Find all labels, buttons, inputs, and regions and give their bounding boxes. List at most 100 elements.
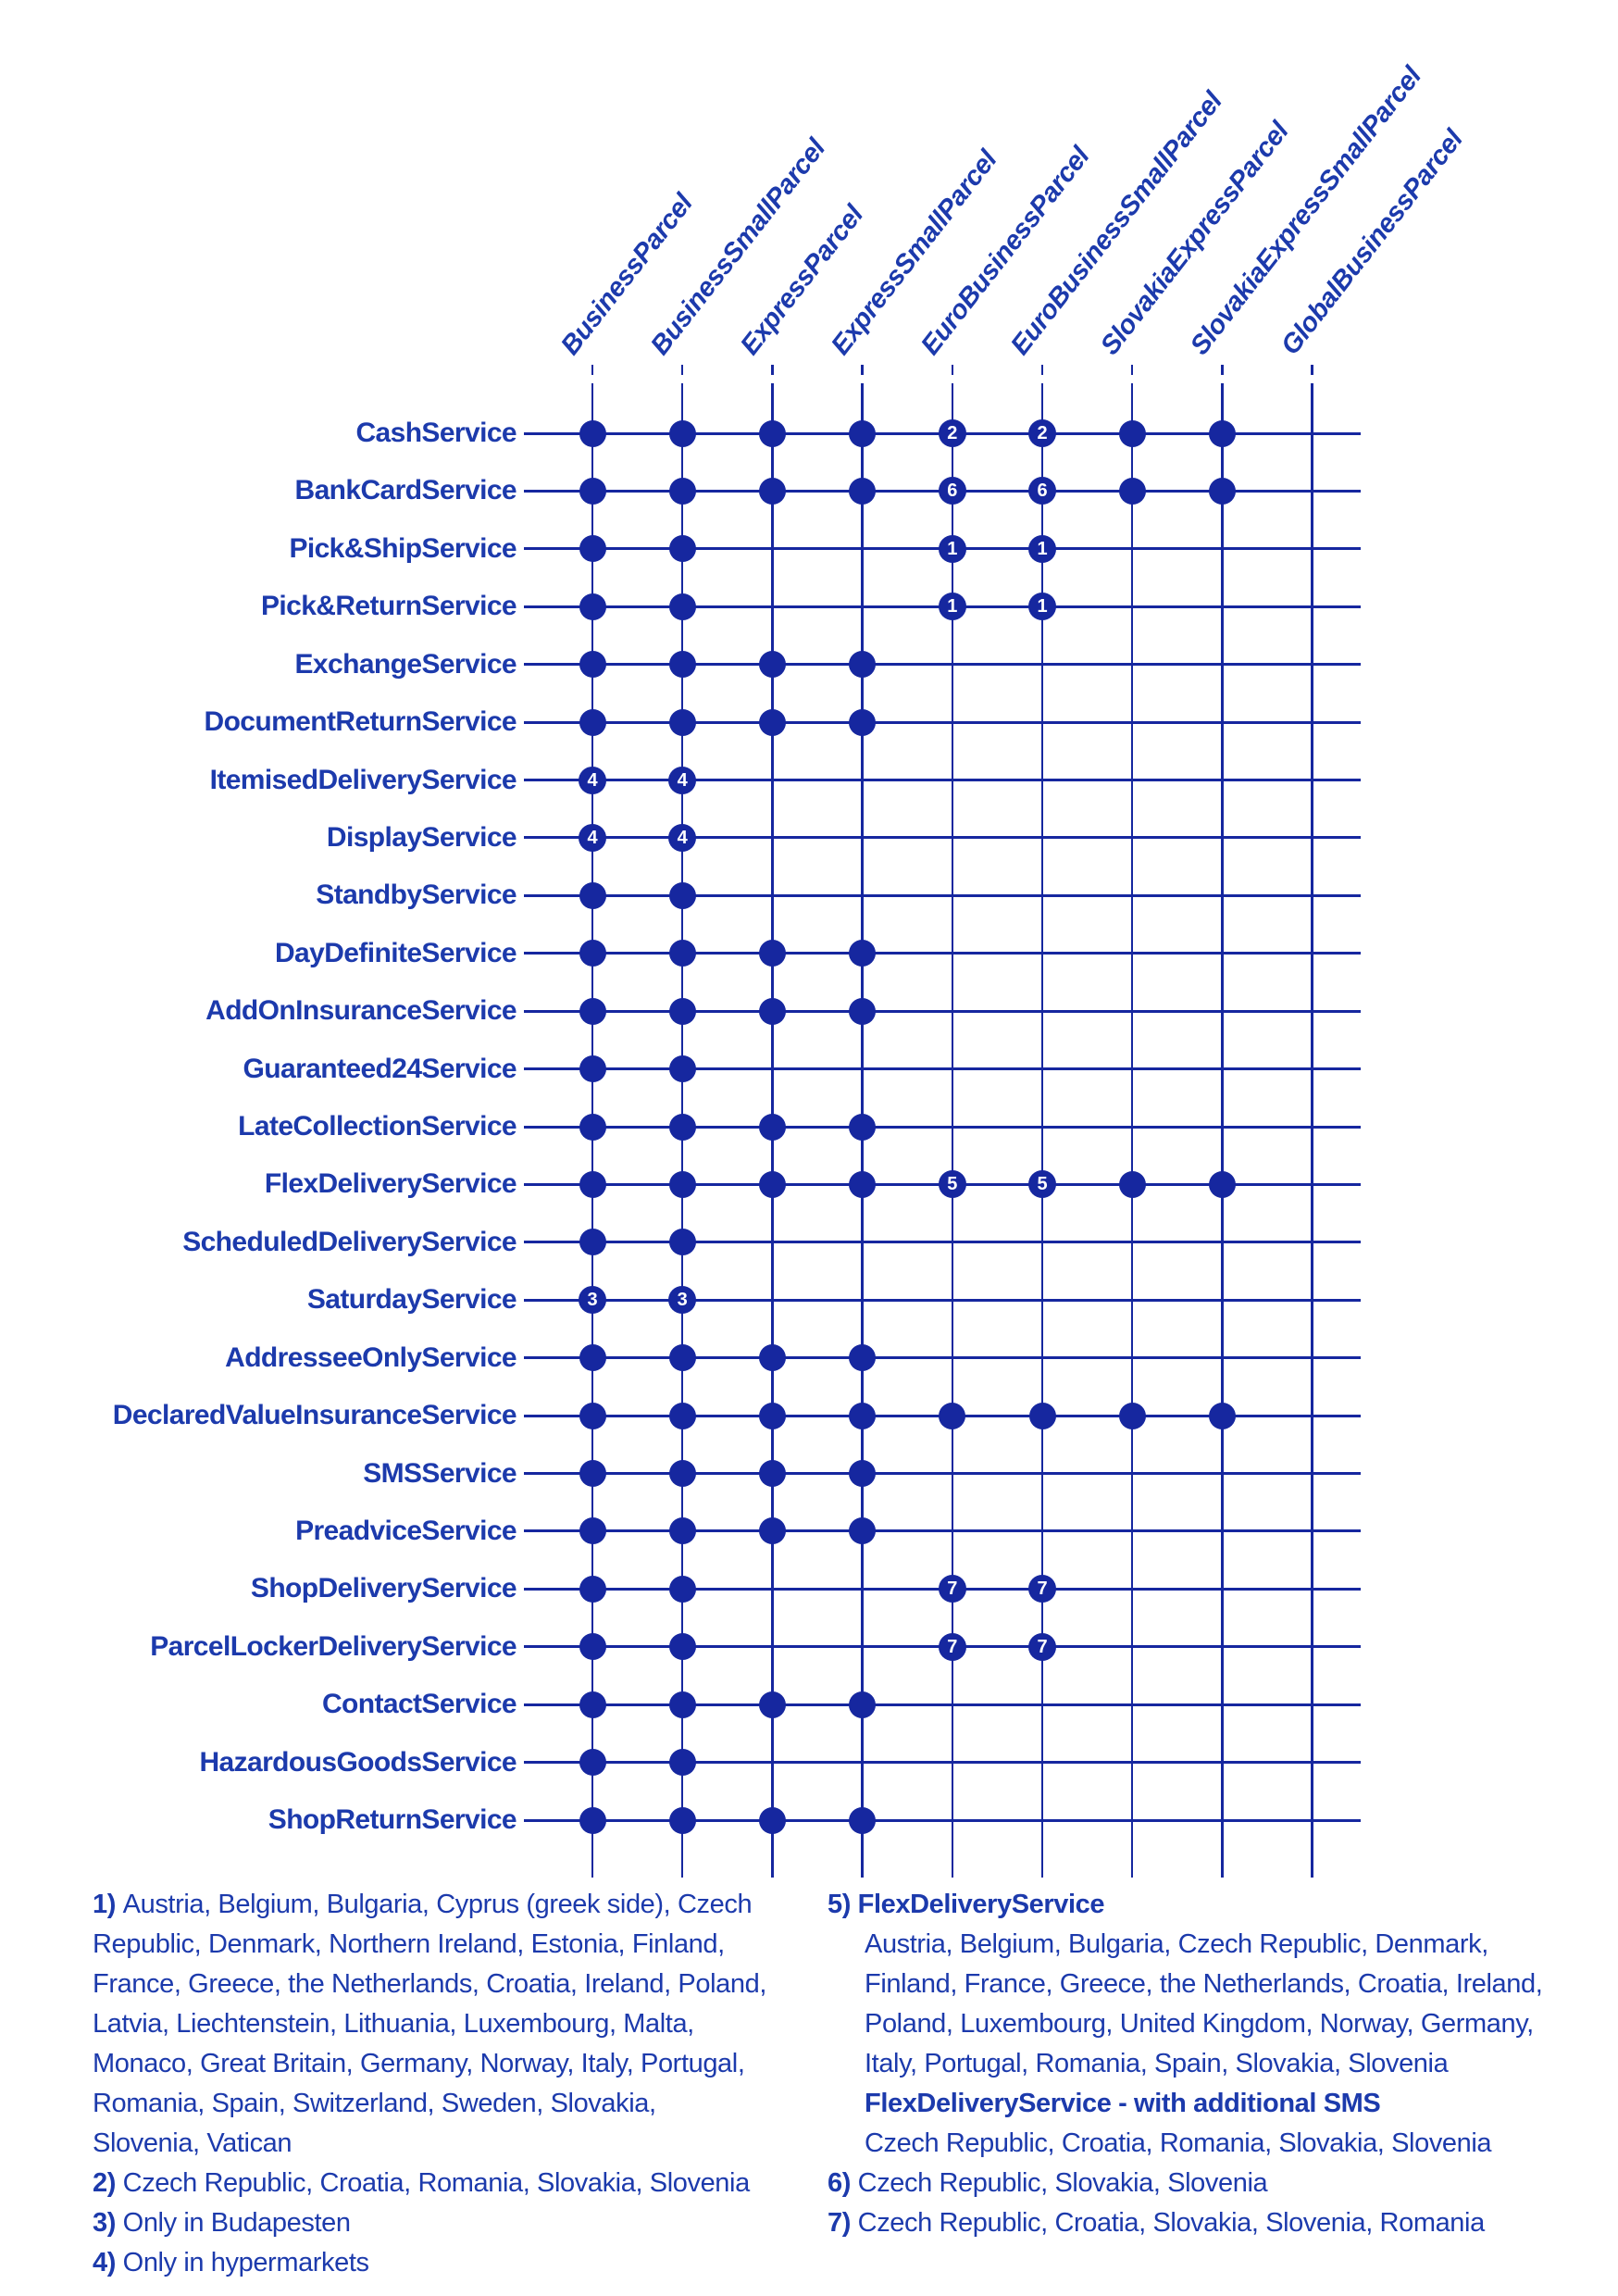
footnote-text: France, Greece, the Netherlands, Croatia…: [93, 1969, 766, 1999]
service-dot: [579, 1055, 606, 1083]
service-dot: [668, 1229, 696, 1256]
service-dot: [849, 1806, 877, 1834]
footnote-line: 7) Czech Republic, Croatia, Slovakia, Sl…: [828, 2203, 1542, 2243]
row-line: [524, 1356, 1361, 1360]
footnote-line: France, Greece, the Netherlands, Croatia…: [93, 1965, 766, 2004]
service-dot: [1118, 1170, 1146, 1198]
footnote-line: Czech Republic, Croatia, Romania, Slovak…: [828, 2124, 1542, 2164]
footnote-text: Monaco, Great Britain, Germany, Norway, …: [93, 2049, 745, 2078]
row-label: ScheduledDeliveryService: [182, 1226, 517, 1257]
column-header: GlobalBusinessParcel: [1275, 124, 1469, 361]
service-dot: [668, 1633, 696, 1661]
column-line: [1311, 383, 1313, 1878]
service-dot: [579, 419, 606, 447]
service-dot: [758, 940, 786, 967]
service-dot: [758, 1460, 786, 1488]
service-dot: [1208, 1402, 1236, 1429]
footnote-line: FlexDeliveryService - with additional SM…: [828, 2084, 1542, 2124]
column-tick: [1040, 365, 1044, 375]
service-dot: [849, 708, 877, 736]
footnote-line: Austria, Belgium, Bulgaria, Czech Republ…: [828, 1925, 1542, 1965]
row-label: ShopReturnService: [268, 1804, 517, 1836]
row-line: [524, 1761, 1361, 1765]
service-dot: [579, 1749, 606, 1777]
service-dot-footnote: 2: [938, 419, 966, 447]
service-dot: [579, 1229, 606, 1256]
row-line: [524, 1298, 1361, 1302]
column-line: [1040, 383, 1044, 1878]
footnote-text: Czech Republic, Croatia, Romania, Slovak…: [122, 2168, 751, 2198]
footnote-line: Poland, Luxembourg, United Kingdom, Norw…: [828, 2004, 1542, 2044]
row-line: [524, 779, 1361, 782]
service-dot: [579, 535, 606, 563]
footnote-text: Finland, France, Greece, the Netherlands…: [865, 1969, 1543, 1999]
service-dot: [668, 1170, 696, 1198]
service-dot: [758, 1402, 786, 1429]
row-line: [524, 1125, 1361, 1129]
footnote-text: Latvia, Liechtenstein, Lithuania, Luxemb…: [93, 2009, 694, 2039]
service-dot: [849, 1344, 877, 1372]
footnote-number: 5): [828, 1890, 858, 1919]
row-label: Pick&ReturnService: [260, 591, 517, 622]
service-dot-footnote: 6: [938, 477, 966, 505]
row-line: [524, 952, 1361, 955]
column-tick: [591, 365, 594, 375]
service-dot: [668, 1460, 696, 1488]
footnote-number: 7): [828, 2208, 858, 2238]
service-dot: [849, 1402, 877, 1429]
footnote-number: 1): [93, 1890, 123, 1919]
service-dot: [579, 1633, 606, 1661]
row-label: ItemisedDeliveryService: [209, 764, 517, 795]
row-line: [524, 1818, 1361, 1822]
service-dot: [668, 940, 696, 967]
service-dot: [668, 1113, 696, 1141]
service-dot-footnote: 5: [938, 1170, 966, 1199]
column-tick: [1311, 365, 1313, 375]
column-header: ExpressSmallParcel: [825, 144, 1003, 361]
footnote-line: 2) Czech Republic, Croatia, Romania, Slo…: [93, 2164, 766, 2203]
row-label: ShopDeliveryService: [250, 1573, 517, 1604]
service-dot-footnote: 5: [1028, 1170, 1056, 1199]
footnote-line: Latvia, Liechtenstein, Lithuania, Luxemb…: [93, 2004, 766, 2044]
service-dot-footnote: 4: [668, 823, 697, 852]
service-dot: [1118, 419, 1146, 447]
footnote-line: Italy, Portugal, Romania, Spain, Slovaki…: [828, 2044, 1542, 2084]
service-dot: [668, 1749, 696, 1777]
service-dot: [849, 1170, 877, 1198]
footnotes-left: 1) Austria, Belgium, Bulgaria, Cyprus (g…: [93, 1885, 766, 2283]
column-tick: [1221, 365, 1224, 375]
service-dot: [849, 419, 877, 447]
service-dot: [758, 1170, 786, 1198]
row-line: [524, 1009, 1361, 1013]
service-dot: [758, 1806, 786, 1834]
service-dot: [758, 997, 786, 1025]
service-dot: [668, 1517, 696, 1545]
service-dot-footnote: 3: [579, 1286, 606, 1315]
column-tick: [1130, 365, 1134, 375]
service-dot: [668, 1806, 696, 1834]
service-dot: [579, 1575, 606, 1603]
service-dot: [668, 1055, 696, 1083]
service-dot: [668, 651, 696, 679]
footnote-line: Monaco, Great Britain, Germany, Norway, …: [93, 2044, 766, 2084]
footnote-number: 3): [93, 2208, 123, 2238]
row-label: AddresseeOnlyService: [225, 1341, 517, 1373]
service-dot: [849, 940, 877, 967]
footnote-line: 5) FlexDeliveryService: [828, 1885, 1542, 1925]
footnote-line: 3) Only in Budapesten: [93, 2203, 766, 2243]
column-line: [1221, 383, 1224, 1878]
footnote-text: Czech Republic, Croatia, Slovakia, Slove…: [857, 2208, 1486, 2238]
service-dot: [1118, 1402, 1146, 1429]
service-dot: [849, 1691, 877, 1718]
service-dot-footnote: 4: [579, 766, 606, 794]
service-dot-footnote: 4: [579, 823, 606, 852]
service-dot: [668, 881, 696, 909]
footnote-number: 6): [828, 2168, 858, 2198]
service-dot: [579, 708, 606, 736]
service-dot: [579, 593, 606, 620]
service-dot: [668, 419, 696, 447]
service-dot: [579, 1806, 606, 1834]
service-dot: [849, 997, 877, 1025]
footnote-line: Slovenia, Vatican: [93, 2124, 766, 2164]
